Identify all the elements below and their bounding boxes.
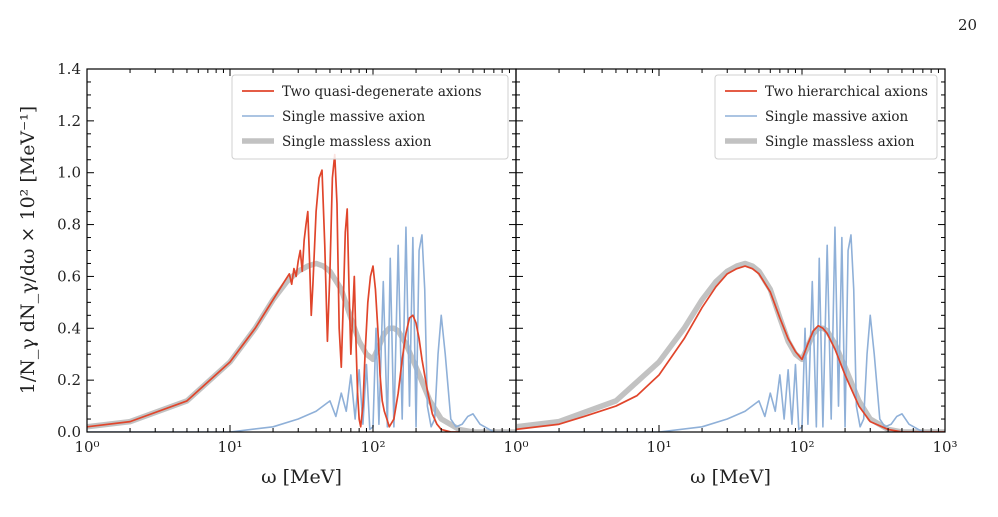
legend-box <box>714 74 938 160</box>
legend-label: Two hierarchical axions <box>765 84 928 100</box>
y-tick-label: 0.8 <box>57 216 81 234</box>
y-tick-label: 1.0 <box>57 164 81 182</box>
series-line-single-massless-axion <box>87 260 516 432</box>
x-tick-label: 10⁰ <box>74 438 99 456</box>
x-tick-label: 10³ <box>932 438 957 456</box>
y-axis-title: 1/N_γ dN_γ/dω × 10² [MeV⁻¹] <box>17 106 39 394</box>
series-group <box>516 226 945 432</box>
page-number: 20 <box>958 16 978 34</box>
x-tick-label: 10⁰ <box>503 438 528 456</box>
x-tick-label: 10¹ <box>217 438 242 456</box>
y-axis-title-text: 1/N_γ dN_γ/dω × 10² [MeV⁻¹] <box>17 106 39 394</box>
legend-label: Two quasi-degenerate axions <box>282 84 482 100</box>
panel-right: 10⁰ 10¹ 10² 10³ ω [MeV] Two hierarchical axio… <box>503 68 958 488</box>
x-axis-title: ω [MeV] <box>690 466 771 488</box>
series-line-single-massive-axion <box>87 226 516 432</box>
series-line-two-hierarchical-axions <box>516 265 945 432</box>
legend-label: Single massless axion <box>282 134 432 150</box>
y-tick-label: 0.6 <box>57 267 81 285</box>
y-tick-label: 0.4 <box>57 319 81 337</box>
legend-label: Single massive axion <box>765 109 909 125</box>
x-axis-title: ω [MeV] <box>261 466 342 488</box>
y-tick-label: 0.0 <box>57 423 81 441</box>
legend: Two quasi-degenerate axions Single massiv… <box>231 74 509 160</box>
legend-box <box>231 74 509 160</box>
y-tick-label: 1.4 <box>57 60 81 78</box>
y-tick-label: 0.2 <box>57 371 81 389</box>
legend: Two hierarchical axions Single massive ax… <box>714 74 938 160</box>
series-group <box>87 153 516 432</box>
x-tick-label: 10² <box>789 438 814 456</box>
legend-label: Single massless axion <box>765 134 915 150</box>
x-tick-label: 10¹ <box>646 438 671 456</box>
y-tick-label: 1.2 <box>57 112 81 130</box>
series-line-two-quasi-degenerate-axions <box>87 153 460 432</box>
series-line-single-massless-axion <box>516 260 945 432</box>
x-tick-label: 10² <box>360 438 385 456</box>
series-line-single-massive-axion <box>516 226 945 432</box>
legend-label: Single massive axion <box>282 109 426 125</box>
panel-left: 10⁰ 10¹ 10² 0.0 0.2 0.4 0.6 0.8 1.0 1.2 1.4 ω [MeV]… <box>57 60 517 488</box>
